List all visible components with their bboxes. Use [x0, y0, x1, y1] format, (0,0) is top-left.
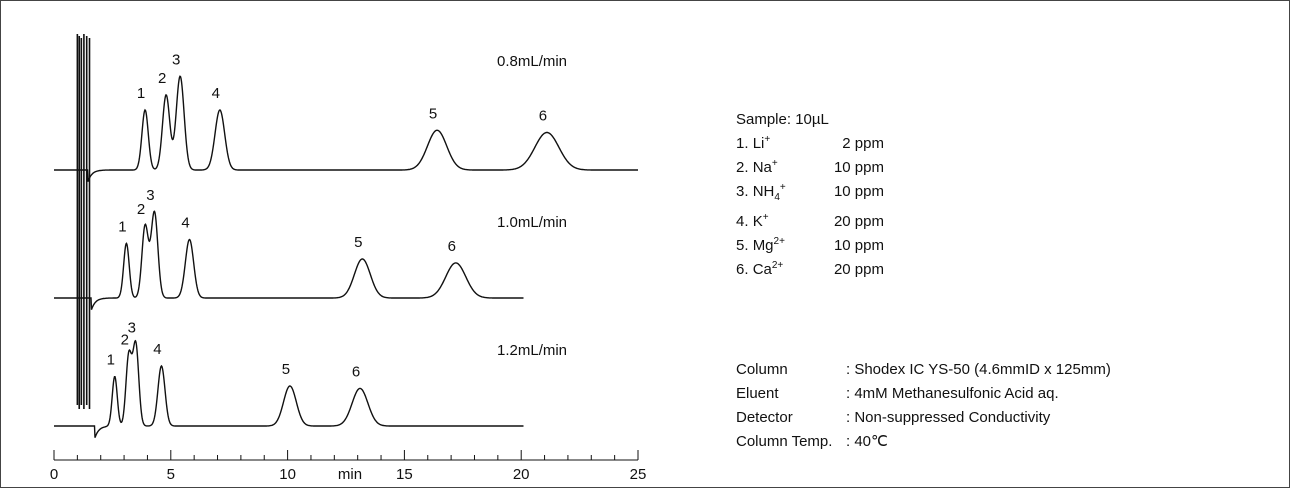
sample-row: 2. Na+ 10 ppm — [736, 154, 884, 178]
x-axis-label: min — [338, 466, 362, 483]
sample-row: 5. Mg2+ 10 ppm — [736, 232, 884, 256]
sample-ion-name: Ca — [752, 261, 772, 278]
conditions-block: Column : Shodex IC YS-50 (4.6mmID x 125mm… — [736, 358, 1111, 454]
sample-ion-number: 6. — [736, 261, 753, 278]
x-tick-label: 5 — [167, 466, 175, 483]
x-tick-label: 10 — [279, 466, 296, 483]
sample-concentration: 10 ppm — [833, 237, 884, 254]
peak-label: 5 — [354, 234, 362, 251]
peak-label: 6 — [448, 238, 456, 255]
sample-ion-subscript: 4 — [774, 192, 780, 203]
sample-ion-name: Mg — [752, 237, 774, 254]
sample-ion-charge: + — [771, 158, 778, 169]
condition-row: Column Temp. : 40℃ — [736, 430, 1111, 454]
x-tick-label: 15 — [396, 466, 413, 483]
peak-label: 5 — [429, 105, 437, 122]
peak-label: 5 — [282, 361, 290, 378]
sample-ion: 1. Li+ — [736, 130, 824, 154]
chromatogram-trace — [54, 210, 524, 310]
sample-row: 4. K+ 20 ppm — [736, 208, 884, 232]
condition-row: Column : Shodex IC YS-50 (4.6mmID x 125mm… — [736, 358, 1111, 382]
condition-key: Column — [736, 361, 788, 378]
sample-ion-name: K — [752, 213, 763, 230]
chromatogram-trace — [54, 339, 524, 438]
sample-concentration: 2 ppm — [842, 135, 884, 152]
condition-row: Eluent : 4mM Methanesulfonic Acid aq. — [736, 382, 1111, 406]
sample-ion-charge: + — [762, 212, 769, 223]
peak-label: 1 — [137, 85, 145, 102]
sample-ion: 4. K+ — [736, 208, 824, 232]
sample-ion-name: NH — [752, 183, 775, 200]
sample-concentration: 10 ppm — [833, 159, 884, 176]
peak-label: 4 — [181, 215, 189, 232]
condition-value: : Shodex IC YS-50 (4.6mmID x 125mm) — [846, 361, 1111, 378]
sample-ion-charge: 2+ — [771, 260, 784, 271]
sample-row: 6. Ca2+ 20 ppm — [736, 256, 884, 280]
x-tick-label: 0 — [50, 466, 58, 483]
sample-legend: Sample: 10µL 1. Li+ 2 ppm 2. Na+ 10 ppm 3. N… — [736, 110, 884, 280]
sample-ion-name: Li — [752, 135, 765, 152]
sample-ion: 3. NH4+ — [736, 178, 824, 208]
sample-ion-charge: + — [779, 182, 786, 193]
flow-rate-label: 1.2mL/min — [497, 342, 567, 359]
sample-ion-charge: 2+ — [773, 236, 785, 247]
peak-label: 3 — [146, 187, 154, 204]
condition-value: : 40℃ — [846, 433, 888, 450]
sample-title: Sample: 10µL — [736, 111, 829, 128]
peak-label: 6 — [352, 363, 360, 380]
flow-rate-label: 1.0mL/min — [497, 214, 567, 231]
peak-label: 4 — [212, 85, 220, 102]
sample-concentration: 20 ppm — [833, 261, 884, 278]
peak-label: 3 — [172, 51, 180, 68]
sample-ion-number: 1. — [736, 135, 753, 152]
sample-ion-charge: + — [764, 134, 771, 145]
condition-key: Detector — [736, 409, 793, 426]
sample-ion-number: 4. — [736, 213, 753, 230]
peak-label: 3 — [128, 319, 136, 336]
sample-ion-number: 2. — [736, 159, 753, 176]
chromatogram-trace — [54, 75, 638, 182]
sample-ion-name: Na — [752, 159, 772, 176]
condition-key: Eluent — [736, 385, 779, 402]
peak-label: 2 — [121, 331, 129, 348]
flow-rate-label: 0.8mL/min — [497, 53, 567, 70]
condition-value: : 4mM Methanesulfonic Acid aq. — [846, 385, 1059, 402]
sample-ion: 6. Ca2+ — [736, 256, 824, 280]
peak-label: 2 — [158, 70, 166, 87]
peak-label: 1 — [118, 218, 126, 235]
sample-ion-number: 5. — [736, 237, 753, 254]
peak-label: 2 — [137, 201, 145, 218]
sample-row: 3. NH4+ 10 ppm — [736, 178, 884, 208]
condition-key: Column Temp. — [736, 433, 833, 450]
peak-label: 1 — [107, 351, 115, 368]
sample-row: 1. Li+ 2 ppm — [736, 130, 884, 154]
peak-label: 6 — [539, 108, 547, 125]
x-tick-label: 20 — [513, 466, 530, 483]
condition-row: Detector : Non-suppressed Conductivity — [736, 406, 1111, 430]
sample-ion: 2. Na+ — [736, 154, 824, 178]
peak-label: 4 — [153, 341, 161, 358]
sample-concentration: 10 ppm — [833, 183, 884, 200]
sample-ion-number: 3. — [736, 183, 753, 200]
sample-ion: 5. Mg2+ — [736, 232, 824, 256]
x-tick-label: 25 — [630, 466, 647, 483]
condition-value: : Non-suppressed Conductivity — [846, 409, 1051, 426]
sample-concentration: 20 ppm — [833, 213, 884, 230]
